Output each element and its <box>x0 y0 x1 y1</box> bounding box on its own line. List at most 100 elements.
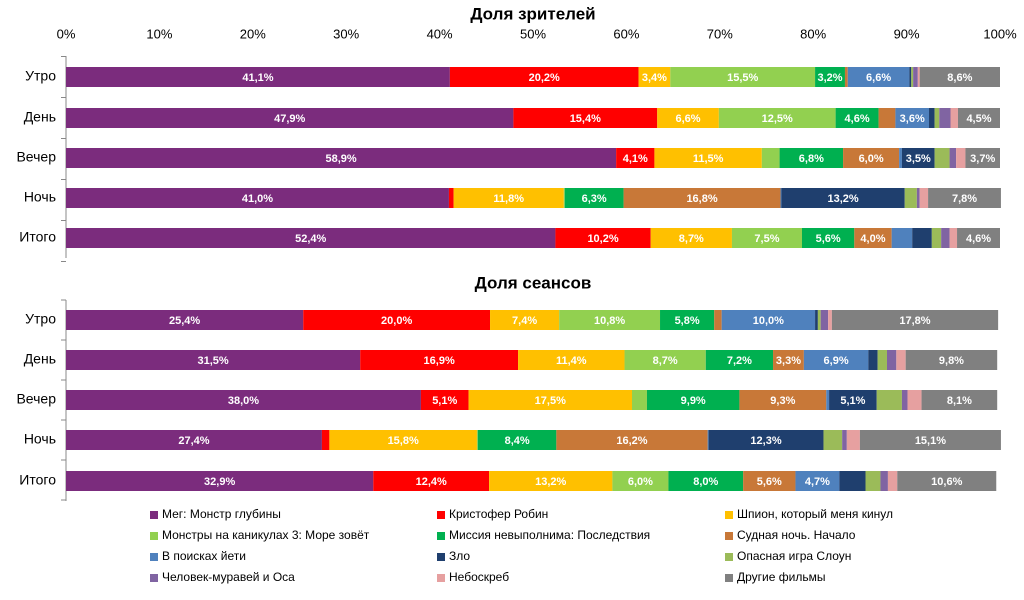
value-label: 5,1% <box>432 395 457 407</box>
legend-swatch <box>725 532 733 540</box>
value-label: 20,0% <box>381 315 412 327</box>
bar-segment <box>939 108 951 128</box>
value-label: 15,1% <box>915 435 946 447</box>
y-tick-label: Вечер <box>16 149 56 165</box>
value-label: 25,4% <box>169 315 200 327</box>
value-label: 4,0% <box>860 233 885 245</box>
bar-segment <box>780 188 782 208</box>
legend-swatch <box>150 511 158 519</box>
value-label: 16,9% <box>424 355 455 367</box>
bar-segment <box>843 148 900 168</box>
value-label: 3,5% <box>906 153 931 165</box>
bar-segment <box>714 310 722 330</box>
bar-segment <box>941 228 950 248</box>
value-label: 12,5% <box>762 113 793 125</box>
bar-segment <box>668 471 744 491</box>
value-label: 7,8% <box>952 193 977 205</box>
value-label: 7,4% <box>512 315 537 327</box>
value-label: 13,2% <box>827 193 858 205</box>
bar-segment <box>877 350 887 370</box>
bar-segment <box>705 350 774 370</box>
value-label: 8,0% <box>693 476 718 488</box>
legend-label: Монстры на каникулах 3: Море зовёт <box>162 528 370 542</box>
bar-segment <box>453 188 564 208</box>
bar-segment <box>901 390 908 410</box>
bar-segment <box>66 471 374 491</box>
value-label: 10,0% <box>753 315 784 327</box>
value-label: 17,5% <box>535 395 566 407</box>
x-tick-label: 20% <box>240 26 266 41</box>
x-tick-label: 100% <box>983 26 1017 41</box>
value-label: 7,2% <box>727 355 752 367</box>
bar-segment <box>907 390 922 410</box>
bar-segment <box>965 148 1000 168</box>
bar-segment <box>904 188 917 208</box>
value-label: 9,9% <box>681 395 706 407</box>
bar-segment <box>66 390 421 410</box>
value-label: 41,0% <box>242 193 273 205</box>
bar-segment <box>657 108 719 128</box>
value-label: 10,6% <box>931 476 962 488</box>
bar-segment <box>660 310 715 330</box>
value-label: 52,4% <box>295 233 326 245</box>
legend-swatch <box>725 574 733 582</box>
value-label: 6,0% <box>628 476 653 488</box>
legend-label: Кристофер Робин <box>449 507 548 521</box>
x-tick-label: 90% <box>894 26 920 41</box>
bar-segment <box>490 310 560 330</box>
legend-label: Другие фильмы <box>737 570 825 584</box>
bar-segment <box>934 148 950 168</box>
bar-segment <box>880 471 888 491</box>
value-label: 10,8% <box>594 315 625 327</box>
value-label: 17,8% <box>899 315 930 327</box>
bar-segment <box>761 148 780 168</box>
bar-segment <box>654 148 762 168</box>
value-label: 12,4% <box>416 476 447 488</box>
bar-segment <box>559 310 661 330</box>
value-label: 9,8% <box>939 355 964 367</box>
bar-segment <box>66 310 304 330</box>
bar-segment <box>468 390 633 410</box>
bar-segment <box>773 350 804 370</box>
value-label: 4,1% <box>623 153 648 165</box>
bar-segment <box>707 430 709 450</box>
bar-segment <box>556 430 708 450</box>
bar-segment <box>781 188 905 208</box>
x-tick-label: 10% <box>146 26 172 41</box>
legend-label: Опасная игра Слоун <box>737 549 851 563</box>
value-label: 11,4% <box>556 355 587 367</box>
bar-segment <box>739 390 827 410</box>
value-label: 3,4% <box>642 72 667 84</box>
bar-segment <box>842 430 847 450</box>
x-tick-label: 60% <box>613 26 639 41</box>
y-tick-label: День <box>24 109 56 125</box>
bar-segment <box>303 310 491 330</box>
bar-segment <box>896 350 906 370</box>
value-label: 12,3% <box>750 435 781 447</box>
value-label: 3,7% <box>970 153 995 165</box>
value-label: 5,6% <box>816 233 841 245</box>
bar-segment <box>859 430 1001 450</box>
bar-segment <box>901 148 935 168</box>
x-tick-label: 30% <box>333 26 359 41</box>
value-label: 47,9% <box>274 113 305 125</box>
value-label: 11,8% <box>493 193 524 205</box>
bar-segment <box>670 67 816 87</box>
bar-segment <box>563 188 565 208</box>
value-label: 5,1% <box>840 395 865 407</box>
bar-segment <box>957 228 1000 248</box>
value-label: 4,5% <box>966 113 991 125</box>
value-label: 32,9% <box>204 476 235 488</box>
value-label: 8,1% <box>947 395 972 407</box>
value-label: 8,7% <box>679 233 704 245</box>
legend-swatch <box>437 511 445 519</box>
value-label: 31,5% <box>198 355 229 367</box>
chart-title: Доля сеансов <box>475 273 592 292</box>
bar-segment <box>321 430 330 450</box>
value-label: 15,8% <box>388 435 419 447</box>
legend-label: Зло <box>449 549 470 563</box>
bar-segment <box>826 390 830 410</box>
bar-segment <box>912 228 932 248</box>
x-tick-label: 40% <box>427 26 453 41</box>
chart-title: Доля зрителей <box>470 4 595 23</box>
